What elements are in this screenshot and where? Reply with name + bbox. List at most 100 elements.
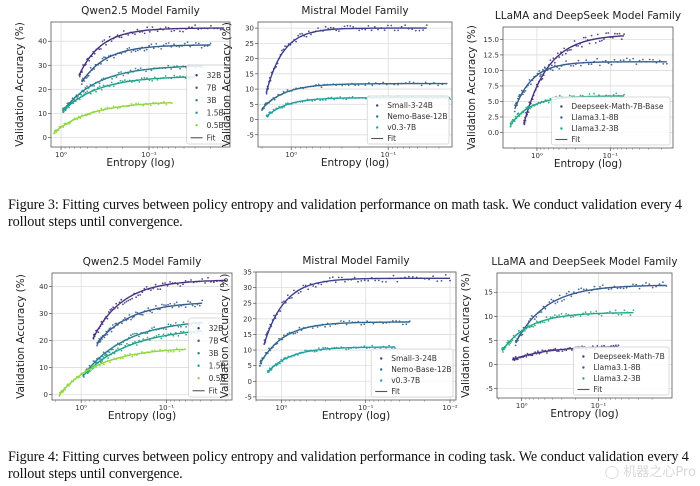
legend-label: 32B xyxy=(207,71,222,80)
data-point xyxy=(652,59,654,61)
data-point xyxy=(160,48,163,50)
data-point xyxy=(169,332,172,335)
data-point xyxy=(520,329,523,332)
data-point xyxy=(260,362,263,365)
data-point xyxy=(387,24,389,27)
data-point xyxy=(163,304,165,306)
data-point xyxy=(302,326,305,329)
data-point xyxy=(287,355,290,358)
data-point xyxy=(286,294,289,297)
fit-line xyxy=(53,102,172,134)
data-point xyxy=(612,344,615,347)
data-point xyxy=(269,349,272,352)
data-point xyxy=(76,95,79,98)
data-point xyxy=(575,292,578,295)
data-point xyxy=(349,25,352,27)
data-point xyxy=(147,103,150,106)
data-point xyxy=(104,354,106,357)
data-point xyxy=(539,311,541,314)
data-point xyxy=(420,84,423,87)
data-point xyxy=(113,345,116,348)
data-point xyxy=(587,314,590,316)
x-tick-label: 10⁻¹ xyxy=(141,151,157,159)
data-point xyxy=(582,61,585,64)
data-point xyxy=(129,352,131,355)
data-point xyxy=(275,66,278,68)
data-point xyxy=(623,33,625,35)
data-point xyxy=(162,44,165,46)
data-point xyxy=(138,339,140,342)
data-point xyxy=(148,44,151,47)
data-point xyxy=(84,91,87,94)
data-point xyxy=(558,67,561,70)
data-point xyxy=(360,280,363,282)
data-point xyxy=(655,285,657,288)
data-point xyxy=(140,77,143,80)
data-point xyxy=(533,318,536,320)
data-point xyxy=(102,84,105,87)
data-point xyxy=(153,76,156,79)
x-tick-label: 10⁻¹ xyxy=(603,152,619,160)
data-point xyxy=(302,351,304,354)
data-point xyxy=(520,89,523,92)
data-point xyxy=(180,304,183,307)
data-point xyxy=(115,344,118,347)
data-point xyxy=(268,80,270,83)
data-point xyxy=(524,354,527,356)
data-point xyxy=(157,308,159,311)
legend-label: Llama3.2-3B xyxy=(571,124,618,133)
data-point xyxy=(94,110,97,113)
grid xyxy=(256,271,456,400)
data-point xyxy=(306,349,308,352)
data-point xyxy=(184,280,187,282)
data-point xyxy=(607,288,610,291)
data-point xyxy=(514,115,517,118)
data-point xyxy=(582,312,584,315)
y-tick-label: 5 xyxy=(489,337,493,345)
data-point xyxy=(377,28,379,31)
data-point xyxy=(311,350,314,352)
data-point xyxy=(113,307,116,310)
fit-line xyxy=(81,44,211,83)
x-axis-label: Entropy (log) xyxy=(108,410,176,422)
data-point xyxy=(161,349,164,352)
data-point xyxy=(76,118,79,121)
data-point xyxy=(522,326,525,329)
data-point xyxy=(516,358,519,361)
data-point xyxy=(143,310,146,312)
data-point xyxy=(270,347,273,350)
data-point xyxy=(295,101,297,104)
data-point xyxy=(179,285,182,287)
data-point xyxy=(104,317,106,320)
data-point xyxy=(196,303,199,306)
data-point xyxy=(370,276,373,279)
fit-line xyxy=(58,348,186,396)
data-point xyxy=(342,97,345,100)
data-point xyxy=(178,350,181,353)
data-point xyxy=(143,76,146,79)
data-point xyxy=(556,301,559,303)
data-point xyxy=(129,69,132,72)
data-point xyxy=(69,103,71,106)
data-point xyxy=(115,76,118,78)
data-point xyxy=(338,347,340,349)
data-point xyxy=(70,120,73,122)
data-point xyxy=(64,107,66,109)
data-point xyxy=(59,393,62,395)
data-point xyxy=(354,321,357,324)
data-point xyxy=(91,89,94,92)
data-point xyxy=(78,75,81,78)
data-point xyxy=(516,332,519,335)
data-point xyxy=(101,323,104,325)
legend: 32B 7B 3B 1.5B 0.5B Fit xyxy=(188,317,230,398)
data-point xyxy=(397,29,399,32)
legend-box xyxy=(551,96,671,146)
data-point xyxy=(155,102,157,104)
data-point xyxy=(538,352,541,355)
data-point xyxy=(541,349,544,352)
data-point xyxy=(93,85,95,87)
data-point xyxy=(142,104,145,107)
data-point xyxy=(568,290,570,293)
data-point xyxy=(271,111,274,114)
plot-frame xyxy=(496,272,673,399)
